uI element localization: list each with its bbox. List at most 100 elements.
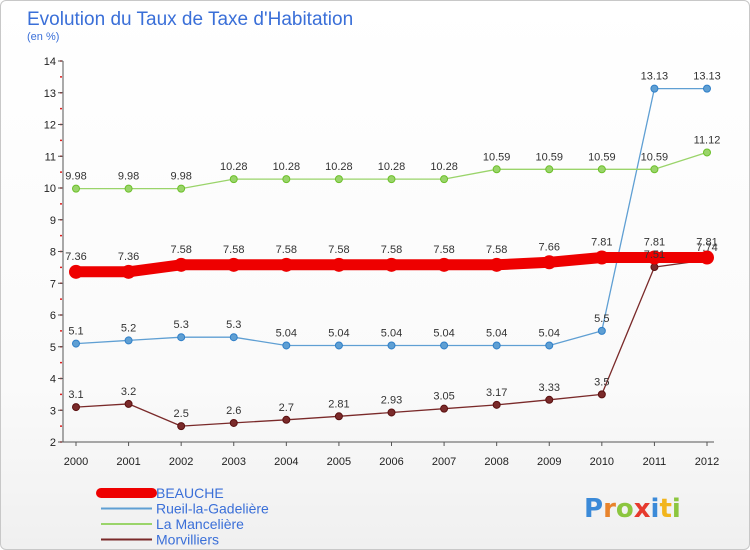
series-point (124, 184, 133, 193)
y-tick-labels: 2 3 4 5 6 7 8 9 10 11 12 13 14 (44, 56, 63, 449)
series-point (177, 333, 186, 342)
y-tick-label: 4 (50, 374, 56, 386)
series-point (492, 400, 501, 409)
series-point (437, 257, 452, 272)
logo-letter: o (616, 494, 634, 524)
data-label: 9.98 (118, 171, 139, 183)
data-label: 7.81 (696, 237, 717, 249)
data-label: 7.58 (276, 244, 297, 256)
data-label: 7.51 (644, 249, 665, 261)
data-label: 7.36 (65, 251, 86, 263)
series-point (384, 257, 399, 272)
logo-letter: P (584, 494, 603, 524)
x-tick-label: 2011 (643, 456, 667, 468)
data-label: 7.81 (644, 237, 665, 249)
data-label: 7.74 (696, 242, 717, 254)
data-label: 5.5 (594, 313, 609, 325)
series-point (387, 341, 396, 350)
data-label: 3.2 (121, 386, 136, 398)
series-point (492, 341, 501, 350)
series-point (226, 257, 241, 272)
logo-letter: r (603, 494, 616, 524)
series-point (177, 422, 186, 431)
series-2 (72, 148, 711, 193)
data-label: 7.58 (328, 244, 349, 256)
data-label: 10.59 (535, 151, 563, 163)
data-label: 2.81 (328, 398, 349, 410)
x-tick-label: 2009 (537, 456, 561, 468)
series-point (177, 184, 186, 193)
series-1 (72, 84, 711, 350)
x-tick-label: 2000 (64, 456, 88, 468)
data-label: 10.59 (641, 151, 669, 163)
series-point (72, 403, 80, 412)
series-point (703, 84, 711, 93)
y-tick-label: 9 (50, 215, 56, 227)
series-point (331, 257, 346, 272)
series-point (594, 250, 609, 265)
data-label: 2.5 (174, 408, 189, 420)
series-point (124, 336, 133, 345)
data-label: 5.04 (276, 327, 297, 339)
series-point (387, 175, 396, 184)
data-label: 10.59 (483, 151, 511, 163)
data-label: 5.04 (328, 327, 349, 339)
legend-label: La Mancelière (156, 516, 244, 532)
series-point (69, 264, 83, 279)
data-label: 10.59 (588, 151, 616, 163)
data-label: 7.58 (381, 244, 402, 256)
data-label: 3.1 (68, 389, 83, 401)
data-label: 13.13 (641, 71, 669, 83)
data-label: 7.58 (486, 244, 507, 256)
logo-letter: i (651, 494, 660, 524)
data-label: 2.6 (226, 405, 241, 417)
series-point (597, 326, 606, 335)
data-label: 3.5 (594, 376, 609, 388)
x-tick-label: 2004 (274, 456, 298, 468)
data-labels-layer: 7.36 7.36 7.58 7.58 7.58 7.58 7.58 7.58 7.58 7.66… (65, 71, 720, 421)
series-point (703, 148, 711, 157)
data-label: 10.28 (430, 161, 458, 173)
data-label: 7.66 (539, 241, 560, 253)
data-label: 7.58 (433, 244, 454, 256)
x-tick-labels: 2000 2001 2002 2003 2004 2005 2006 2007 2008 2009… (64, 442, 719, 468)
series-point (72, 184, 80, 193)
x-tick-label: 2006 (379, 456, 403, 468)
y-tick-label: 11 (45, 151, 56, 163)
series-point (542, 255, 557, 270)
y-tick-label: 12 (44, 120, 56, 132)
data-label: 5.3 (226, 319, 241, 331)
y-tick-label: 6 (50, 310, 56, 322)
y-tick-label: 10 (44, 183, 56, 195)
legend-label: BEAUCHE (156, 485, 224, 501)
series-point (545, 341, 554, 350)
data-label: 5.04 (486, 327, 507, 339)
logo-letter: x (634, 494, 651, 524)
series-point (121, 264, 136, 279)
series-point (334, 412, 343, 421)
logo-text: Proxiti (584, 494, 681, 524)
proxiti-logo: Proxiti (584, 494, 681, 524)
series-line (75, 87, 708, 347)
data-label: 7.58 (170, 244, 191, 256)
x-tick-label: 2012 (695, 456, 719, 468)
data-label: 3.33 (539, 382, 560, 394)
data-label: 5.1 (68, 326, 83, 338)
data-label: 11.12 (694, 134, 721, 146)
data-label: 5.04 (433, 327, 454, 339)
series-point (545, 395, 554, 404)
data-label: 3.05 (433, 391, 454, 403)
y-tick-label: 13 (44, 88, 56, 100)
series-point (492, 165, 501, 174)
series-point (72, 339, 80, 348)
series-point (174, 257, 189, 272)
y-tick-label: 7 (50, 278, 56, 290)
data-label: 9.98 (65, 171, 86, 183)
data-label: 5.04 (539, 327, 560, 339)
x-tick-label: 2001 (116, 456, 140, 468)
logo-letter: i (672, 494, 681, 524)
